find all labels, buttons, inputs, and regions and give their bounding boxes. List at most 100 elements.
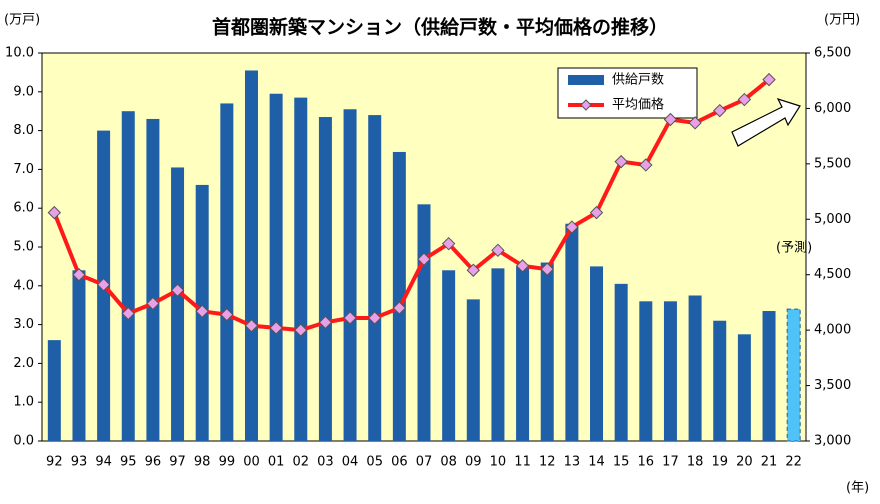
price-marker: [121, 306, 135, 321]
price-marker: [392, 301, 407, 315]
bar: [72, 270, 86, 441]
x-tick-label: 01: [268, 455, 285, 470]
bar: [269, 93, 283, 442]
x-tick-label: 09: [465, 455, 482, 470]
bar: [146, 118, 160, 442]
x-tick-label: 22: [785, 455, 802, 470]
y-tick-label: 1.0: [13, 395, 34, 410]
bar: [368, 115, 382, 441]
price-marker: [466, 263, 480, 277]
x-tick-label: 18: [687, 455, 704, 470]
price-marker: [614, 154, 628, 169]
x-tick-label: 93: [71, 455, 88, 470]
price-marker: [195, 304, 209, 319]
y-tick-label: 6.0: [13, 201, 34, 216]
bar: [343, 109, 357, 441]
x-tick-label: 07: [416, 455, 433, 470]
price-marker: [368, 311, 382, 325]
bar: [516, 266, 530, 441]
y-tick-label: 8.0: [13, 123, 34, 138]
price-marker: [170, 283, 185, 297]
x-tick-label: 20: [736, 455, 753, 470]
bar: [688, 295, 702, 441]
y2-axis-unit: (万円): [824, 13, 860, 28]
y2-tick-label: 3,000: [814, 434, 851, 449]
x-axis-unit: (年): [846, 481, 869, 496]
chart-title: 首都圏新築マンション（供給戸数・平均価格の推移）: [212, 16, 668, 39]
trend-arrow: [731, 97, 801, 147]
price-marker: [244, 319, 259, 333]
bar: [713, 320, 727, 441]
x-tick-label: 04: [342, 455, 359, 470]
price-marker: [688, 116, 702, 130]
x-tick-label: 94: [95, 455, 112, 470]
y-tick-label: 5.0: [13, 240, 34, 255]
x-tick-label: 16: [638, 455, 655, 470]
forecast-label: (予測): [776, 241, 812, 256]
legend-marker: [580, 99, 592, 111]
bar: [737, 334, 751, 441]
price-marker: [589, 205, 604, 220]
x-tick-label: 06: [391, 455, 408, 470]
price-marker: [762, 72, 776, 87]
bar: [121, 111, 135, 441]
x-tick-label: 00: [243, 455, 260, 470]
y2-tick-label: 6,500: [814, 46, 851, 61]
bar: [762, 311, 776, 441]
forecast-bar: [786, 308, 801, 442]
price-marker: [441, 236, 456, 251]
y2-tick-label: 5,000: [814, 212, 851, 227]
bar: [220, 103, 234, 441]
y-tick-label: 10.0: [5, 46, 34, 61]
x-tick-label: 96: [145, 455, 162, 470]
x-tick-label: 12: [539, 455, 556, 470]
x-tick-label: 17: [662, 455, 679, 470]
x-tick-label: 14: [588, 455, 605, 470]
bar: [417, 204, 431, 441]
x-tick-label: 08: [440, 455, 457, 470]
bar: [244, 70, 258, 442]
legend-label: 平均価格: [612, 97, 664, 113]
y2-tick-label: 4,500: [814, 267, 851, 282]
x-tick-label: 10: [490, 455, 507, 470]
price-marker: [663, 112, 678, 127]
x-tick-label: 92: [46, 455, 63, 470]
bar: [392, 151, 406, 441]
bar: [294, 97, 308, 442]
y2-tick-label: 5,500: [814, 156, 851, 171]
price-marker: [343, 311, 357, 325]
bar: [565, 223, 579, 441]
bar: [639, 301, 653, 441]
x-tick-label: 21: [761, 455, 778, 470]
y-tick-label: 2.0: [13, 356, 34, 371]
price-marker: [96, 277, 111, 292]
x-tick-label: 97: [169, 455, 186, 470]
y-tick-label: 9.0: [13, 84, 34, 99]
x-tick-label: 05: [366, 455, 383, 470]
y-tick-label: 3.0: [13, 317, 34, 332]
bar: [540, 262, 554, 441]
y2-tick-label: 4,000: [814, 323, 851, 338]
price-marker: [565, 220, 579, 234]
x-tick-label: 95: [120, 455, 137, 470]
x-tick-label: 02: [293, 455, 310, 470]
y-tick-label: 4.0: [13, 278, 34, 293]
y2-tick-label: 3,500: [814, 378, 851, 393]
x-tick-label: 19: [711, 455, 728, 470]
price-marker: [72, 268, 86, 282]
price-marker: [220, 307, 234, 322]
price-marker: [713, 103, 727, 118]
x-tick-label: 11: [514, 455, 531, 470]
bar: [663, 301, 677, 441]
y2-tick-label: 6,000: [814, 101, 851, 116]
x-tick-label: 99: [219, 455, 236, 470]
bar: [614, 283, 628, 441]
bar: [590, 266, 604, 441]
x-tick-label: 13: [564, 455, 581, 470]
y-tick-label: 7.0: [13, 162, 34, 177]
legend-label: 供給戸数: [612, 73, 664, 88]
price-marker: [417, 252, 431, 266]
bar: [491, 268, 505, 441]
price-marker: [491, 243, 505, 258]
